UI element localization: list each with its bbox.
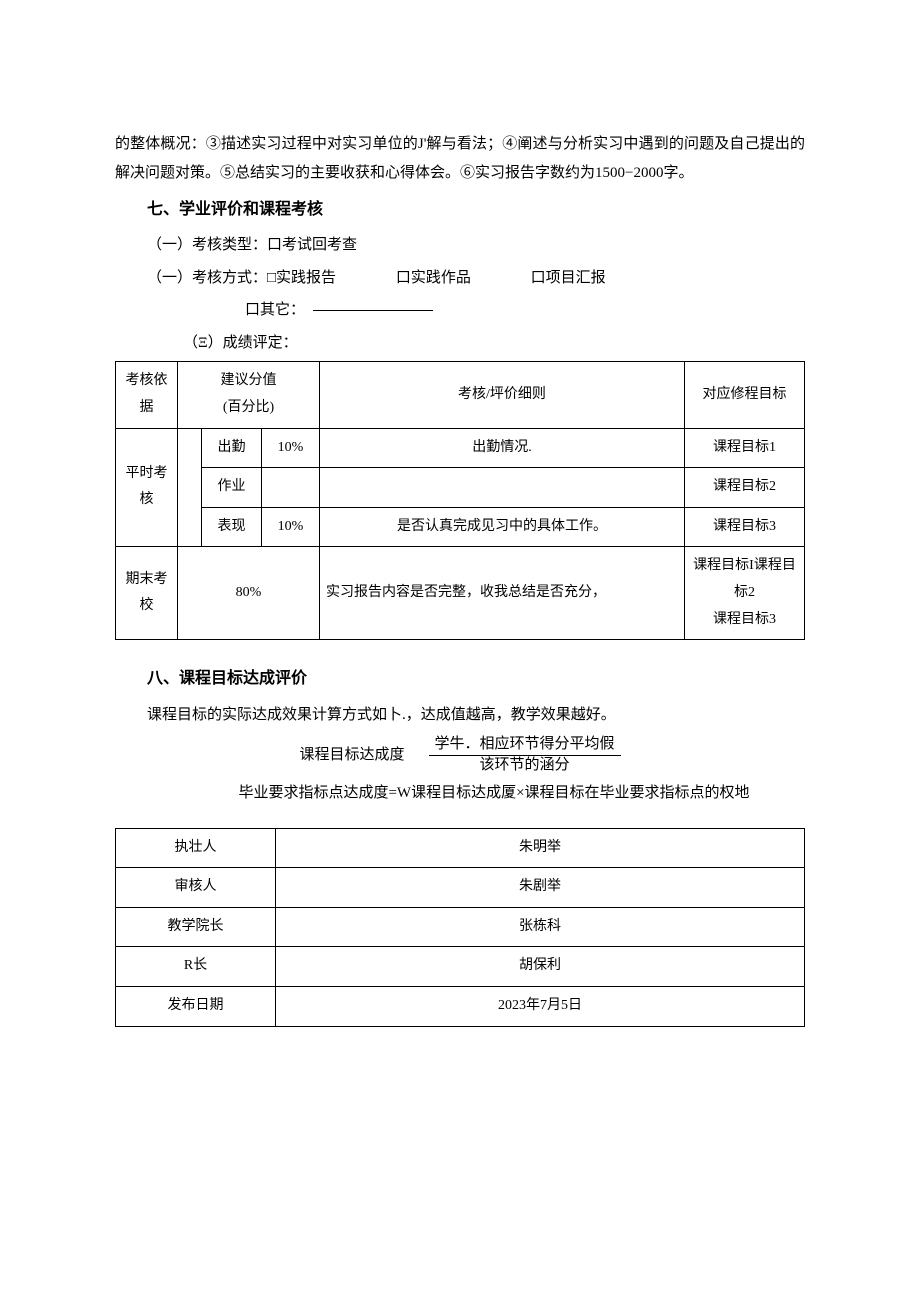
signoff-role-rchief: R长 <box>116 947 276 987</box>
signature-table: 执壮人 朱明举 审核人 朱剧举 教学院长 张栋科 R长 胡保利 发布日期 202… <box>115 828 805 1027</box>
table-row: 表现 10% 是否认真完成见习中的具体工作。 课程目标3 <box>116 507 805 547</box>
signoff-role-date: 发布日期 <box>116 986 276 1026</box>
method-other-label: 口其它： <box>245 302 305 318</box>
cell-final-target: 课程目标I课程目标2 课程目标3 <box>685 547 805 640</box>
signoff-role-reviewer: 审核人 <box>116 868 276 908</box>
grade-assessment-line: （Ξ）成绩评定： <box>183 329 805 358</box>
cell-final: 期末考校 <box>116 547 178 640</box>
section8-heading: 八、课程目标达成评价 <box>147 664 805 694</box>
cell-performance-target: 课程目标3 <box>685 507 805 547</box>
cell-empty <box>178 428 202 547</box>
assessment-type-line: （一）考核类型：口考试回考查 <box>147 231 805 260</box>
cell-homework-rule <box>320 468 685 508</box>
signoff-name-dean: 张栋科 <box>276 907 805 947</box>
header-rules: 考核/坪价细则 <box>320 362 685 428</box>
signoff-name-date: 2023年7月5日 <box>276 986 805 1026</box>
method-prefix: （一）考核方式：□实践报告 <box>147 270 336 286</box>
table-row: R长 胡保利 <box>116 947 805 987</box>
header-basis: 考核依据 <box>116 362 178 428</box>
table-row: 期末考校 80% 实习报告内容是否完整，收我总结是否充分， 课程目标I课程目标2… <box>116 547 805 640</box>
method-option3: 口项目汇报 <box>531 270 606 286</box>
signoff-role-writer: 执壮人 <box>116 828 276 868</box>
section7-heading: 七、学业评价和课程考核 <box>147 195 805 225</box>
method-other-line: 口其它： <box>245 296 805 325</box>
cell-basis-regular: 平时考核 <box>116 428 178 547</box>
table-row: 发布日期 2023年7月5日 <box>116 986 805 1026</box>
table-row: 考核依据 建议分值 (百分比) 考核/坪价细则 对应修程目标 <box>116 362 805 428</box>
cell-homework-pct <box>262 468 320 508</box>
cell-performance-pct: 10% <box>262 507 320 547</box>
intro-paragraph: 的整体概况：③描述实习过程中对实习单位的J'解与看法；④阐述与分析实习中遇到的问… <box>115 130 805 187</box>
signoff-name-rchief: 胡保利 <box>276 947 805 987</box>
cell-attendance-target: 课程目标1 <box>685 428 805 468</box>
table-row: 审核人 朱剧举 <box>116 868 805 908</box>
signoff-name-writer: 朱明举 <box>276 828 805 868</box>
formula-row1: 课程目标达成度 学牛．相应环节得分平均假 该环节的涵分 <box>115 735 805 775</box>
cell-attendance-rule: 出勤情况. <box>320 428 685 468</box>
cell-attendance: 出勤 <box>202 428 262 468</box>
signoff-role-dean: 教学院长 <box>116 907 276 947</box>
signoff-name-reviewer: 朱剧举 <box>276 868 805 908</box>
section8-para1: 课程目标的实际达成效果计算方式如卜.，达成值越高，教学效果越好。 <box>147 701 805 730</box>
header-target: 对应修程目标 <box>685 362 805 428</box>
cell-final-rule: 实习报告内容是否完整，收我总结是否充分， <box>320 547 685 640</box>
cell-homework: 作业 <box>202 468 262 508</box>
table-row: 作业 课程目标2 <box>116 468 805 508</box>
fraction-numerator: 学牛．相应环节得分平均假 <box>429 735 621 756</box>
fraction-denominator: 该环节的涵分 <box>474 756 576 776</box>
cell-attendance-pct: 10% <box>262 428 320 468</box>
formula-line2: 毕业要求指标点达成度=W课程目标达成厦×课程目标在毕业要求指标点的权地 <box>183 779 805 808</box>
formula-label: 课程目标达成度 <box>299 741 404 770</box>
cell-performance: 表现 <box>202 507 262 547</box>
assessment-method-line: （一）考核方式：□实践报告 口实践作品 口项目汇报 <box>147 264 805 293</box>
cell-final-pct: 80% <box>178 547 320 640</box>
assessment-table: 考核依据 建议分值 (百分比) 考核/坪价细则 对应修程目标 平时考核 出勤 1… <box>115 361 805 640</box>
blank-line <box>313 310 433 311</box>
header-score: 建议分值 (百分比) <box>178 362 320 428</box>
formula-fraction: 学牛．相应环节得分平均假 该环节的涵分 <box>429 735 621 775</box>
table-row: 教学院长 张栋科 <box>116 907 805 947</box>
cell-homework-target: 课程目标2 <box>685 468 805 508</box>
table-row: 平时考核 出勤 10% 出勤情况. 课程目标1 <box>116 428 805 468</box>
table-row: 执壮人 朱明举 <box>116 828 805 868</box>
method-option2: 口实践作品 <box>396 270 471 286</box>
cell-performance-rule: 是否认真完成见习中的具体工作。 <box>320 507 685 547</box>
